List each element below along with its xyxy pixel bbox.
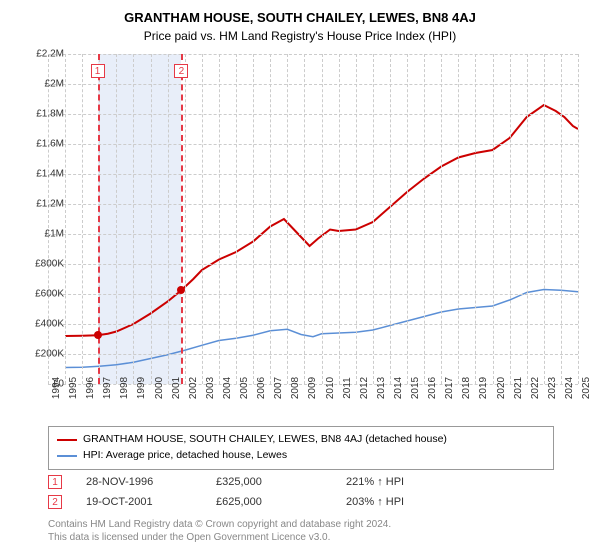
legend-swatch-price <box>57 439 77 441</box>
y-axis-label: £1.4M <box>36 169 64 180</box>
x-axis-label: 2003 <box>205 377 216 399</box>
x-axis-label: 2023 <box>547 377 558 399</box>
y-axis-label: £2.2M <box>36 49 64 60</box>
x-axis-label: 2014 <box>393 377 404 399</box>
title-subtitle: Price paid vs. HM Land Registry's House … <box>0 25 600 49</box>
x-axis-label: 2012 <box>359 377 370 399</box>
transaction-table: 1 28-NOV-1996 £325,000 221% ↑ HPI 2 19-O… <box>48 472 476 512</box>
y-axis-label: £1.6M <box>36 139 64 150</box>
footer-line2: This data is licensed under the Open Gov… <box>48 531 391 544</box>
cell-pct: 221% ↑ HPI <box>346 476 476 488</box>
cell-date: 28-NOV-1996 <box>86 476 216 488</box>
y-axis-label: £2M <box>45 79 64 90</box>
title-address: GRANTHAM HOUSE, SOUTH CHAILEY, LEWES, BN… <box>0 0 600 25</box>
x-axis-label: 2019 <box>478 377 489 399</box>
legend-label-hpi: HPI: Average price, detached house, Lewe… <box>83 448 287 464</box>
x-axis-label: 2024 <box>564 377 575 399</box>
event-dot-1 <box>94 331 102 339</box>
x-axis-label: 2022 <box>530 377 541 399</box>
x-axis-label: 2009 <box>307 377 318 399</box>
marker-1: 1 <box>48 475 62 489</box>
x-axis-label: 1994 <box>51 377 62 399</box>
footer-attribution: Contains HM Land Registry data © Crown c… <box>48 518 391 544</box>
x-axis-label: 2010 <box>325 377 336 399</box>
x-axis-label: 2011 <box>342 377 353 399</box>
x-axis-label: 2017 <box>444 377 455 399</box>
x-axis-label: 2005 <box>239 377 250 399</box>
chart-container: GRANTHAM HOUSE, SOUTH CHAILEY, LEWES, BN… <box>0 0 600 560</box>
x-axis-label: 2015 <box>410 377 421 399</box>
x-axis-label: 2021 <box>513 377 524 399</box>
legend-swatch-hpi <box>57 455 77 457</box>
table-row: 2 19-OCT-2001 £625,000 203% ↑ HPI <box>48 492 476 512</box>
marker-2: 2 <box>48 495 62 509</box>
x-axis-label: 2006 <box>256 377 267 399</box>
cell-pct: 203% ↑ HPI <box>346 496 476 508</box>
chart-svg <box>48 54 578 384</box>
x-axis-label: 1997 <box>102 377 113 399</box>
x-axis-label: 2025 <box>581 377 592 399</box>
x-axis-label: 2001 <box>171 377 182 399</box>
y-axis-label: £1.8M <box>36 109 64 120</box>
y-axis-label: £200K <box>35 349 64 360</box>
legend-label-price: GRANTHAM HOUSE, SOUTH CHAILEY, LEWES, BN… <box>83 432 447 448</box>
cell-price: £325,000 <box>216 476 346 488</box>
y-axis-label: £800K <box>35 259 64 270</box>
x-axis-label: 2004 <box>222 377 233 399</box>
x-axis-label: 1999 <box>136 377 147 399</box>
footer-line1: Contains HM Land Registry data © Crown c… <box>48 518 391 531</box>
x-axis-label: 2013 <box>376 377 387 399</box>
cell-price: £625,000 <box>216 496 346 508</box>
x-axis-label: 2018 <box>461 377 472 399</box>
y-axis-label: £400K <box>35 319 64 330</box>
x-axis-label: 1996 <box>85 377 96 399</box>
x-axis-label: 1998 <box>119 377 130 399</box>
event-marker-1: 1 <box>91 64 105 78</box>
cell-date: 19-OCT-2001 <box>86 496 216 508</box>
legend-row-price: GRANTHAM HOUSE, SOUTH CHAILEY, LEWES, BN… <box>57 432 545 448</box>
x-axis-label: 2002 <box>188 377 199 399</box>
x-axis-label: 2016 <box>427 377 438 399</box>
event-marker-2: 2 <box>174 64 188 78</box>
plot-area: 12 <box>48 54 578 384</box>
table-row: 1 28-NOV-1996 £325,000 221% ↑ HPI <box>48 472 476 492</box>
x-axis-label: 2000 <box>154 377 165 399</box>
event-dot-2 <box>177 286 185 294</box>
x-axis-label: 2008 <box>290 377 301 399</box>
y-axis-label: £1.2M <box>36 199 64 210</box>
x-axis-label: 1995 <box>68 377 79 399</box>
x-axis-label: 2007 <box>273 377 284 399</box>
y-axis-label: £1M <box>45 229 64 240</box>
legend-row-hpi: HPI: Average price, detached house, Lewe… <box>57 448 545 464</box>
x-axis-label: 2020 <box>496 377 507 399</box>
legend-box: GRANTHAM HOUSE, SOUTH CHAILEY, LEWES, BN… <box>48 426 554 470</box>
y-axis-label: £600K <box>35 289 64 300</box>
